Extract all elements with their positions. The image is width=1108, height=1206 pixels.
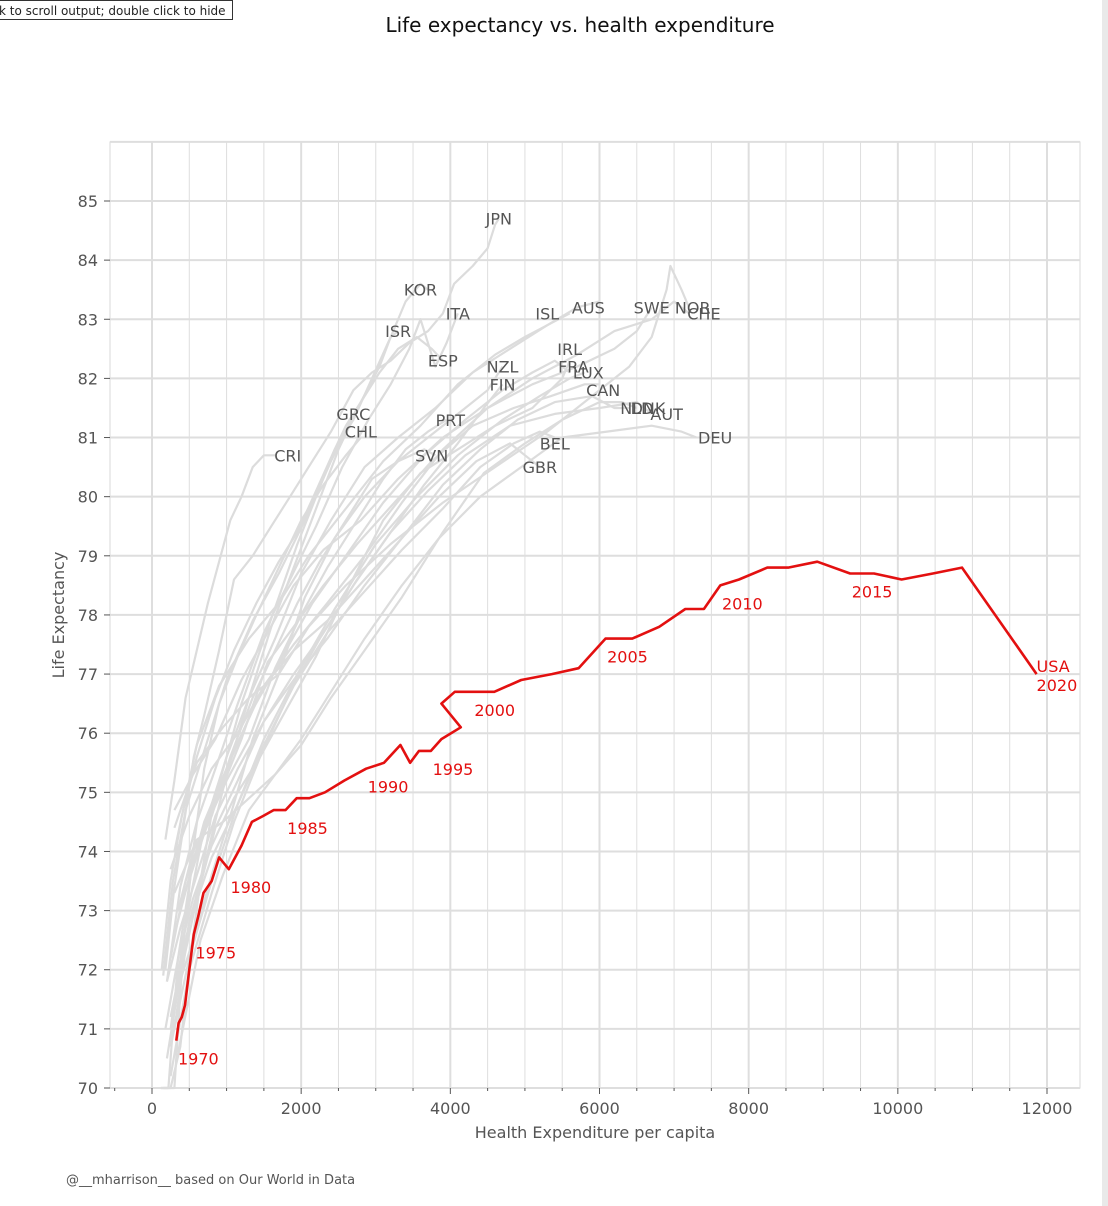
country-label-nld: NLD — [620, 399, 653, 418]
y-tick-label: 71 — [78, 1020, 98, 1039]
country-label-aus: AUS — [572, 298, 605, 317]
country-line-swe — [173, 306, 653, 811]
country-label-che: CHE — [687, 304, 720, 323]
x-tick-label: 10000 — [872, 1099, 923, 1118]
country-line-fin — [165, 383, 504, 1059]
country-label-can: CAN — [586, 381, 620, 400]
y-tick-label: 77 — [78, 665, 98, 684]
y-tick-label: 76 — [78, 724, 98, 743]
country-line-nor — [173, 264, 691, 829]
x-tick-label: 8000 — [728, 1099, 769, 1118]
country-label-isl: ISL — [535, 304, 559, 323]
year-label-1970: 1970 — [178, 1050, 219, 1069]
country-label-jpn: JPN — [485, 210, 512, 229]
usa-highlight-series — [175, 560, 1038, 1041]
usa-series-label: USA — [1037, 657, 1070, 676]
output-scrollbar[interactable] — [1102, 0, 1108, 1206]
country-line-fra — [169, 359, 571, 959]
country-line-isr — [173, 330, 399, 1030]
x-tick-label: 12000 — [1022, 1099, 1073, 1118]
year-label-2015: 2015 — [852, 583, 893, 602]
year-label-1980: 1980 — [230, 878, 271, 897]
y-tick-label: 83 — [78, 310, 98, 329]
country-label-aut: AUT — [650, 405, 683, 424]
y-tick-label: 70 — [78, 1079, 98, 1098]
country-label-kor: KOR — [404, 281, 437, 300]
year-label-2010: 2010 — [722, 594, 763, 613]
country-label-grc: GRC — [336, 405, 370, 424]
country-label-fra: FRA — [558, 358, 589, 377]
country-line-nzl — [173, 366, 504, 1000]
background-country-lines — [160, 218, 697, 1090]
y-tick-label: 73 — [78, 902, 98, 921]
y-tick-label: 74 — [78, 842, 98, 861]
x-tick-label: 6000 — [579, 1099, 620, 1118]
y-tick-label: 78 — [78, 606, 98, 625]
country-label-lux: LUX — [573, 363, 604, 382]
country-line-prt — [160, 418, 448, 1090]
x-axis-ticks: 0 2000 4000 6000 8000 10000 12000 — [114, 1088, 1073, 1118]
x-axis-label: Health Expenditure per capita — [475, 1123, 715, 1142]
year-label-1995: 1995 — [433, 760, 474, 779]
country-line-aus — [169, 300, 600, 1030]
year-label-2005: 2005 — [607, 648, 648, 667]
year-label-1975: 1975 — [195, 943, 236, 962]
y-tick-label: 84 — [78, 251, 98, 270]
usa-line — [175, 560, 1038, 1041]
y-tick-label: 75 — [78, 783, 98, 802]
chart-title: Life expectancy vs. health expenditure — [385, 13, 774, 37]
country-label-deu: DEU — [698, 429, 732, 448]
y-tick-label: 81 — [78, 429, 98, 448]
country-line-nld — [169, 395, 630, 870]
country-line-aut — [169, 401, 653, 1077]
country-label-gbr: GBR — [523, 458, 558, 477]
y-tick-label: 72 — [78, 961, 98, 980]
country-line-jpn — [164, 218, 500, 970]
country-line-svn — [177, 448, 436, 911]
country-label-isr: ISR — [385, 322, 411, 341]
country-line-ita — [165, 313, 459, 982]
country-label-dnk: DNK — [631, 399, 666, 418]
x-tick-label: 2000 — [281, 1099, 322, 1118]
year-label-1990: 1990 — [368, 778, 409, 797]
output-scroll-hint[interactable]: k to scroll output; double click to hide — [0, 0, 233, 20]
y-axis-ticks: 70 71 72 73 74 75 76 77 78 79 80 81 82 83 84 85 — [78, 192, 110, 1098]
country-label-bel: BEL — [540, 434, 570, 453]
country-line-deu — [177, 424, 697, 1053]
x-tick-label: 0 — [147, 1099, 157, 1118]
country-line-gbr — [165, 442, 541, 982]
usa-end-year-label: 2020 — [1037, 676, 1078, 695]
country-label-cri: CRI — [274, 446, 301, 465]
usa-year-labels: 1970 1975 1980 1985 1990 1995 2000 2005 2010 2015… — [178, 583, 1077, 1069]
country-label-swe: SWE — [634, 298, 670, 317]
country-label-esp: ESP — [428, 352, 458, 371]
country-label-nor: NOR — [675, 298, 711, 317]
country-label-ita: ITA — [446, 304, 470, 323]
y-tick-label: 82 — [78, 369, 98, 388]
chart-footer: @__mharrison__ based on Our World in Dat… — [66, 1173, 355, 1188]
country-label-fin: FIN — [490, 375, 516, 394]
x-tick-label: 4000 — [430, 1099, 471, 1118]
country-label-chl: CHL — [345, 423, 377, 442]
country-line-can — [173, 383, 600, 935]
y-axis-label: Life Expectancy — [49, 552, 68, 679]
year-label-1985: 1985 — [287, 819, 328, 838]
year-label-2000: 2000 — [474, 701, 515, 720]
y-tick-label: 85 — [78, 192, 98, 211]
country-label-prt: PRT — [436, 411, 466, 430]
country-label-nzl: NZL — [487, 358, 519, 377]
country-line-cri — [164, 454, 276, 840]
country-line-irl — [164, 360, 571, 1030]
country-line-grc — [160, 413, 355, 970]
y-tick-label: 79 — [78, 547, 98, 566]
country-line-esp — [162, 335, 444, 976]
y-tick-label: 80 — [78, 488, 98, 507]
country-label-svn: SVN — [415, 446, 448, 465]
country-line-chl — [160, 436, 362, 1090]
country-label-irl: IRL — [557, 340, 582, 359]
